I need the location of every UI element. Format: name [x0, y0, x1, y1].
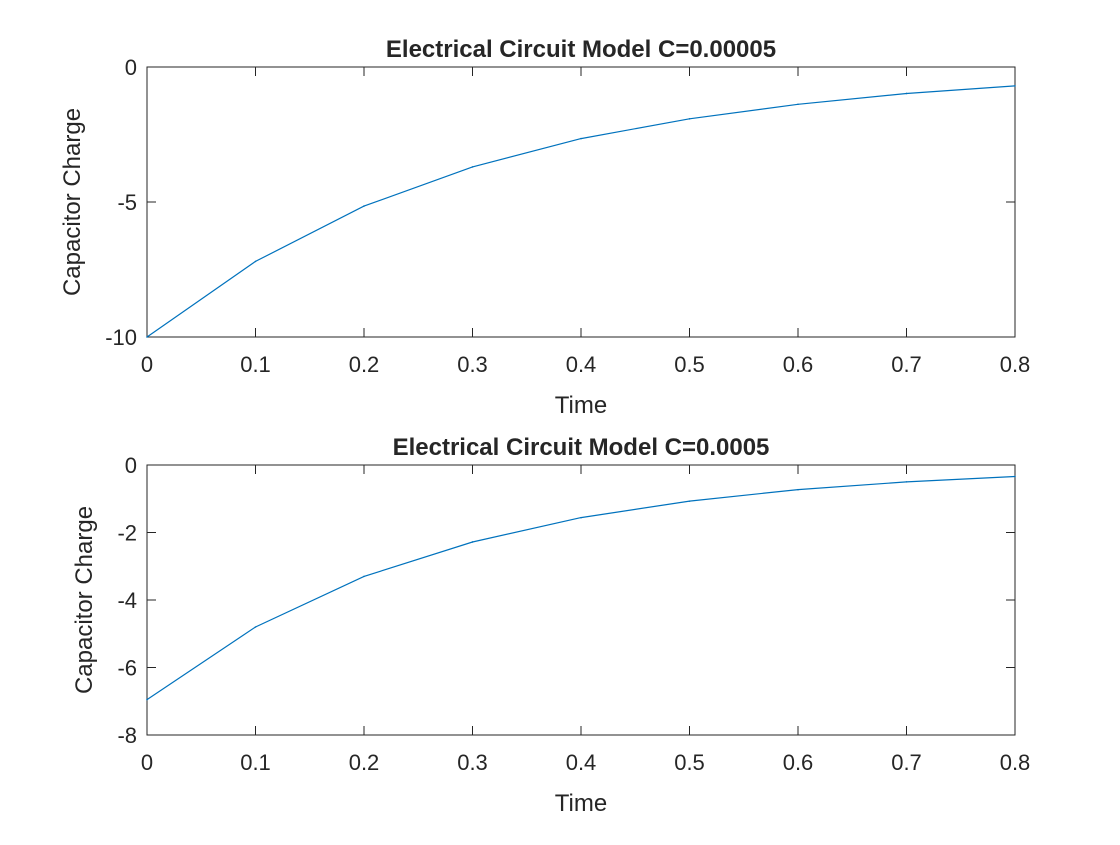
y-tick-label: -4 — [117, 588, 137, 613]
chart-title-top: Electrical Circuit Model C=0.00005 — [386, 36, 776, 63]
data-point — [688, 118, 691, 120]
subplot-top: Electrical Circuit Model C=0.00005 Time … — [59, 36, 1030, 419]
series-group-top — [146, 85, 1016, 338]
x-tick-label: 0.1 — [240, 352, 271, 377]
y-tick-label: -6 — [117, 656, 137, 681]
data-point — [797, 103, 799, 106]
x-tick-label: 0.1 — [240, 750, 271, 775]
data-point — [471, 166, 474, 168]
x-tick-label: 0.6 — [783, 750, 814, 775]
x-tick-label: 0 — [141, 352, 153, 377]
y-tick-label: 0 — [125, 55, 137, 80]
x-tick-label: 0.7 — [891, 352, 922, 377]
x-tick-label: 0.4 — [566, 750, 597, 775]
data-point — [363, 575, 365, 578]
data-point — [146, 698, 148, 701]
series-group-bottom — [146, 475, 1016, 701]
x-tick-label: 0.7 — [891, 750, 922, 775]
x-tick-label: 0.2 — [349, 352, 380, 377]
x-tick-label: 0.2 — [349, 750, 380, 775]
y-tick-label: 0 — [125, 453, 137, 478]
data-point — [1014, 475, 1016, 478]
y-tick-label: -5 — [117, 190, 137, 215]
x-tick-label: 0.5 — [674, 750, 705, 775]
y-tick-label: -8 — [117, 723, 137, 748]
data-point — [471, 541, 474, 543]
y-tick-label: -2 — [117, 521, 137, 546]
data-point — [905, 481, 908, 483]
ticks-top: 0 0.1 0.2 0.3 0.4 0.5 0.6 0.7 0.8 -10 -5 0 — [105, 55, 1030, 377]
x-tick-label: 0.3 — [457, 352, 488, 377]
x-tick-label: 0.5 — [674, 352, 705, 377]
x-tick-label: 0 — [141, 750, 153, 775]
data-point — [1014, 85, 1016, 87]
data-point — [580, 516, 582, 519]
x-tick-label: 0.8 — [1000, 750, 1031, 775]
y-axis-label-bottom: Capacitor Charge — [71, 506, 98, 694]
axes-box-top — [146, 66, 1016, 338]
y-axis-label-top: Capacitor Charge — [59, 108, 86, 296]
x-tick-label: 0.4 — [566, 352, 597, 377]
data-point — [580, 137, 582, 140]
x-tick-label: 0.8 — [1000, 352, 1031, 377]
data-point — [146, 336, 148, 338]
x-tick-label: 0.6 — [783, 352, 814, 377]
ticks-bottom: 0 0.1 0.2 0.3 0.4 0.5 0.6 0.7 0.8 -8 -6 -4 -2 0 — [117, 453, 1030, 775]
data-point — [905, 92, 908, 95]
subplot-bottom: Electrical Circuit Model C=0.0005 Time C… — [71, 434, 1030, 817]
chart-title-bottom: Electrical Circuit Model C=0.0005 — [393, 434, 770, 461]
data-point — [254, 260, 257, 263]
data-point — [363, 205, 365, 207]
data-point — [688, 500, 691, 502]
axes-box-bottom — [146, 464, 1016, 736]
y-tick-label: -10 — [105, 325, 137, 350]
data-point — [254, 626, 257, 628]
x-tick-label: 0.3 — [457, 750, 488, 775]
x-axis-label-top: Time — [555, 392, 607, 419]
data-point — [797, 488, 799, 491]
x-axis-label-bottom: Time — [555, 790, 607, 817]
